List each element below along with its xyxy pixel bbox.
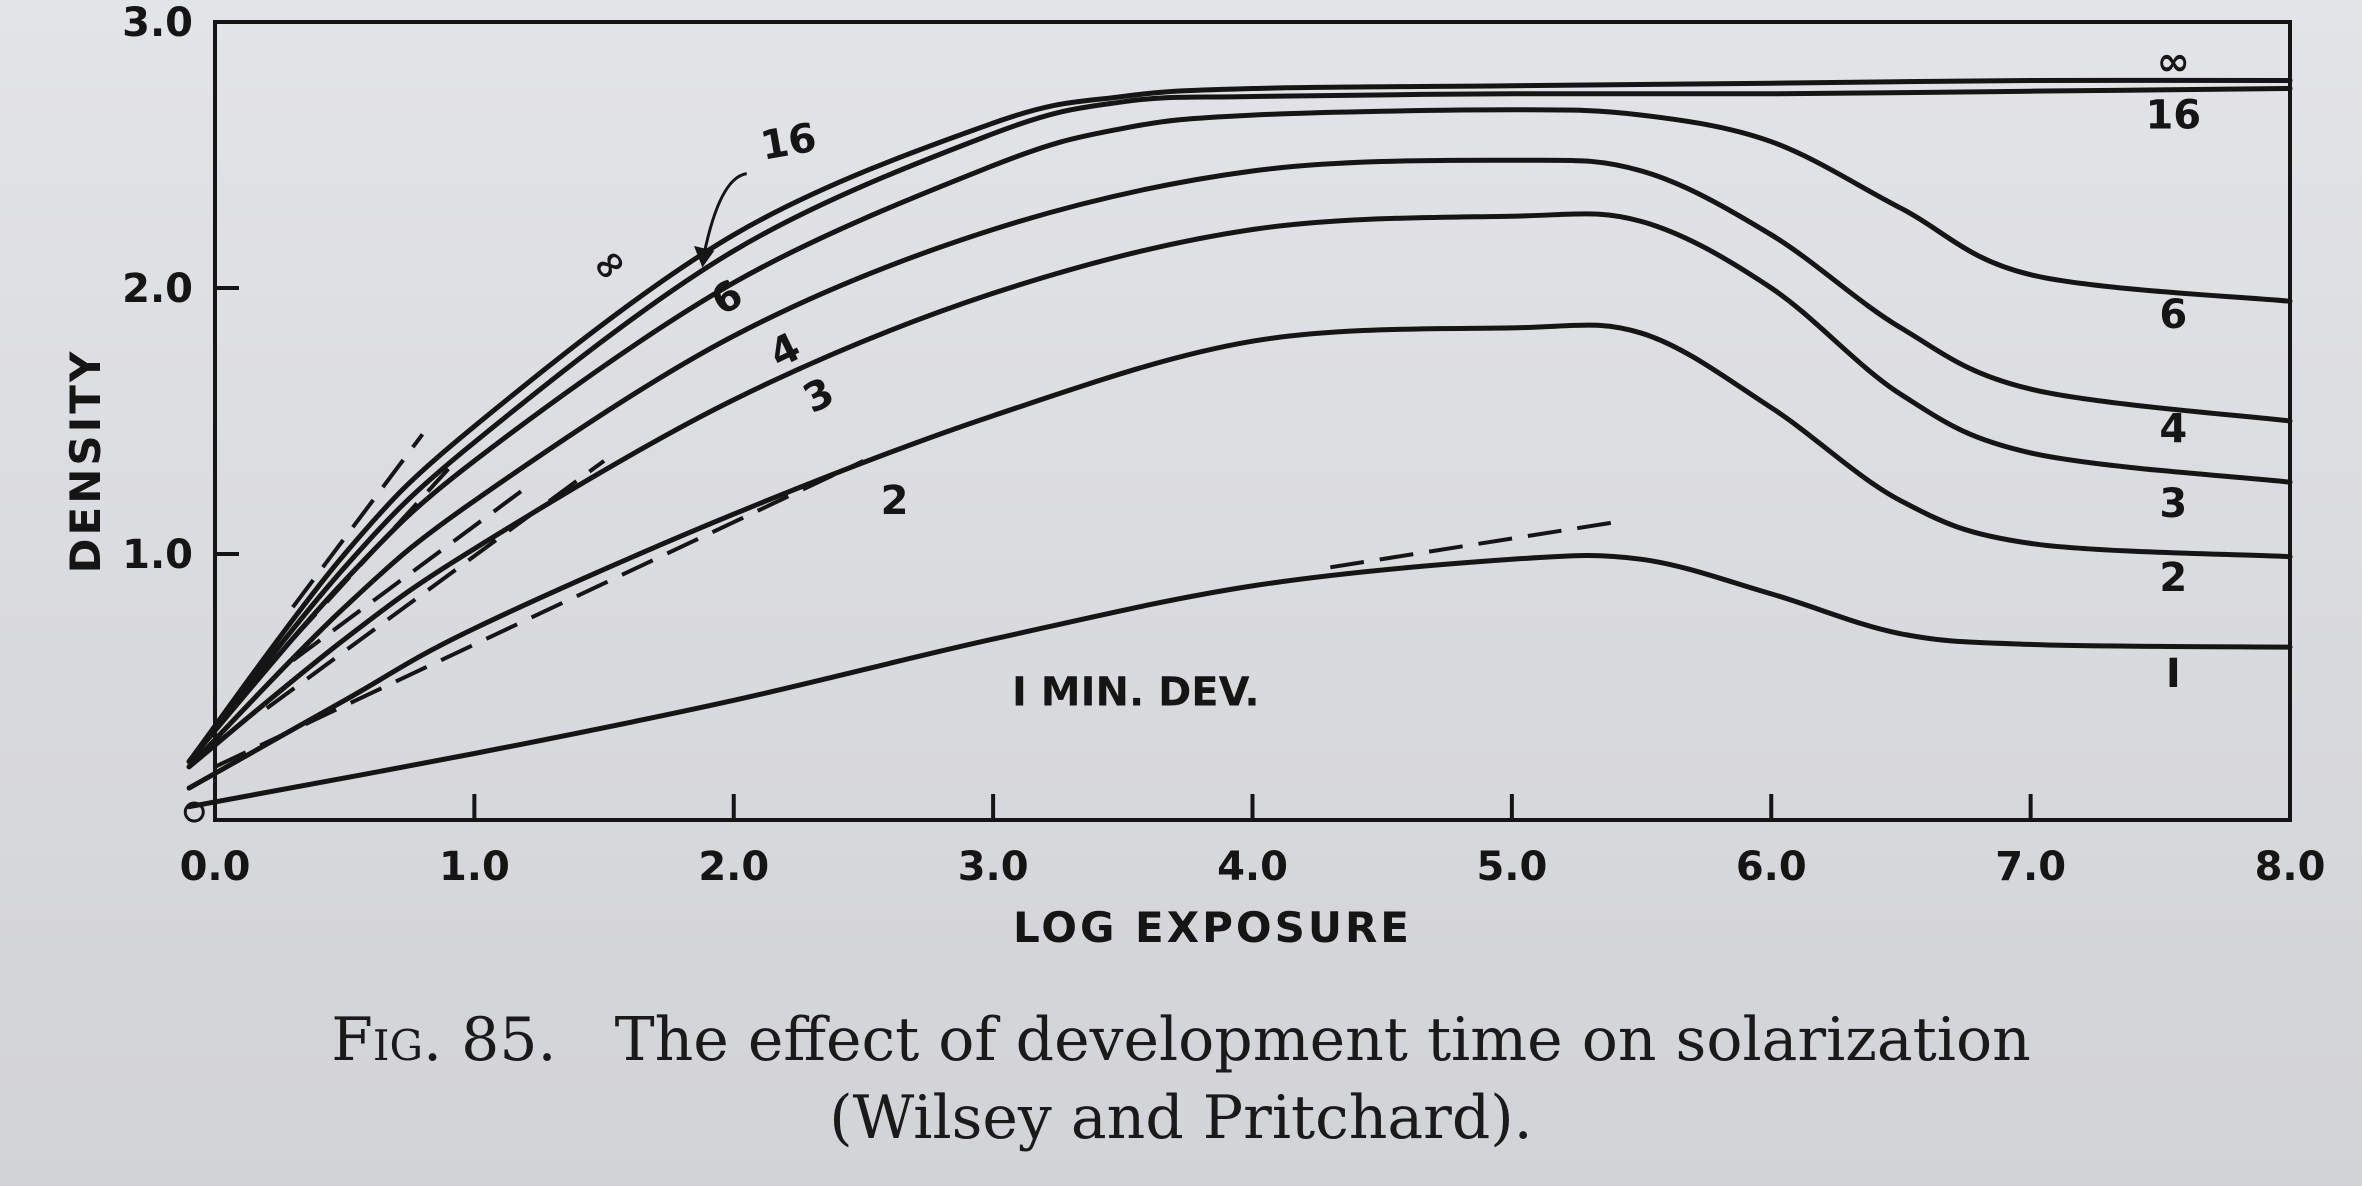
- caption-text-line-2: (Wilsey and Pritchard).: [829, 1083, 1533, 1153]
- curve-label-start-2: 2: [881, 478, 909, 524]
- curve-label-end-16: 16: [2145, 92, 2201, 138]
- chart: 0.0 1.0 2.0 3.0 4.0 5.0 6.0 7.0 8.0 1.0 2.0 3.0 LOG …: [61, 0, 2325, 952]
- x-tick-label: 6.0: [1736, 844, 1807, 890]
- curve-4: [186, 157, 2293, 770]
- x-tick-label: 8.0: [2255, 844, 2326, 890]
- x-axis-title: LOG EXPOSURE: [1013, 903, 1412, 952]
- x-tick-label: 2.0: [698, 844, 769, 890]
- curve-label-end-6: 6: [2159, 292, 2187, 338]
- curve-label-end-3: 3: [2159, 481, 2187, 527]
- curve-label-end-2: 2: [2159, 555, 2187, 601]
- tangent-2: [214, 459, 865, 769]
- origin-mark: [183, 801, 205, 823]
- curves: [183, 77, 2293, 823]
- curve-label-end-∞: ∞: [2157, 39, 2190, 85]
- x-tick-label: 1.0: [439, 844, 510, 890]
- caption-text-line-1: The effect of development time on solari…: [614, 1005, 2031, 1075]
- curve-∞: [186, 77, 2293, 764]
- curve-label-end-1: I: [2166, 651, 2181, 697]
- curve-label-start-3: 3: [796, 369, 841, 423]
- curve-label-end-4: 4: [2159, 406, 2187, 452]
- tangent-3: [265, 459, 606, 710]
- tangent-16: [291, 433, 425, 609]
- curve-1: [186, 553, 2293, 810]
- curve-3: [186, 211, 2293, 770]
- y-axis-title: DENSITY: [61, 349, 110, 574]
- annotation-arrow: [701, 172, 748, 262]
- x-tick-label: 7.0: [1995, 844, 2066, 890]
- plot-frame: 0.0 1.0 2.0 3.0 4.0 5.0 6.0 7.0 8.0 1.0 2.0 3.0 LOG …: [61, 0, 2325, 952]
- x-tick-label: 5.0: [1476, 844, 1547, 890]
- x-tick-label: 3.0: [958, 844, 1029, 890]
- curve-2: [186, 322, 2293, 791]
- figure-caption-line-1: Fig. 85. The effect of development time o…: [0, 1005, 2362, 1075]
- curve-6: [186, 107, 2293, 764]
- dashed-tangents: [214, 433, 1616, 769]
- y-tick-label: 1.0: [122, 532, 193, 578]
- y-tick-label: 3.0: [122, 0, 193, 46]
- x-tick-label: 0.0: [180, 844, 251, 890]
- curve-label-start-1: I MIN. DEV.: [1012, 670, 1260, 716]
- figure-number: Fig. 85.: [331, 1005, 557, 1075]
- curve-label-start-16: 16: [757, 115, 820, 170]
- figure-caption-line-2: (Wilsey and Pritchard).: [0, 1083, 2362, 1153]
- curve-label-start-∞: ∞: [582, 236, 637, 293]
- annotation-arrowhead: [694, 245, 715, 268]
- tangent-6: [291, 467, 450, 641]
- curve-16: [186, 86, 2293, 764]
- y-tick-label: 2.0: [122, 266, 193, 312]
- x-tick-label: 4.0: [1217, 844, 1288, 890]
